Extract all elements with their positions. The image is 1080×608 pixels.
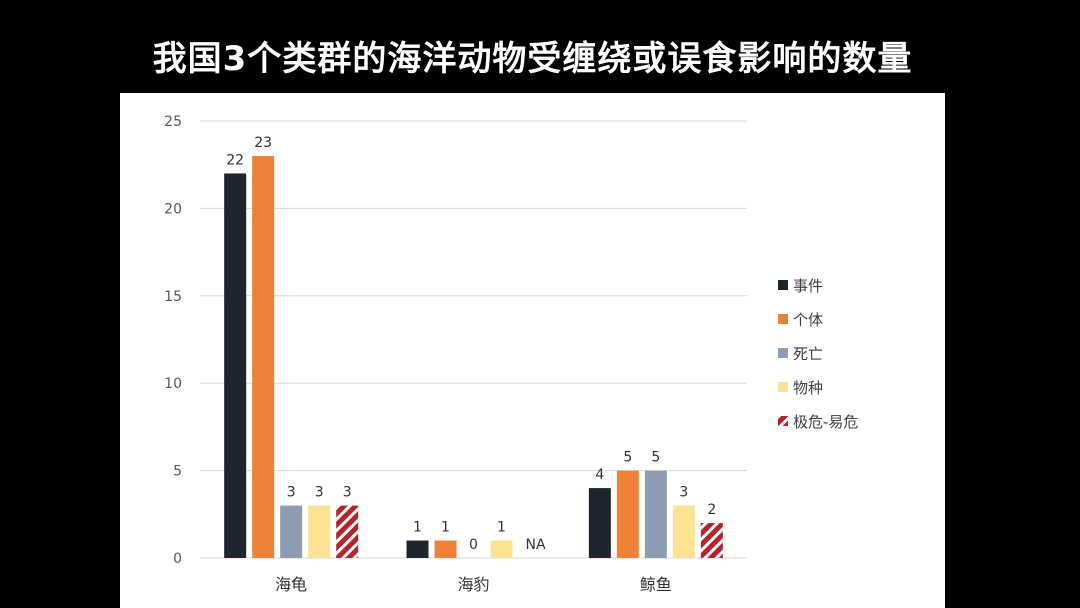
- bar: [644, 470, 667, 558]
- data-label: 4: [595, 467, 604, 483]
- legend-label: 事件: [793, 277, 823, 295]
- bar: [490, 540, 513, 558]
- legend-swatch: [778, 416, 788, 426]
- bar: [672, 505, 695, 558]
- legend-swatch: [778, 382, 788, 392]
- data-labels: 22 23 3 3 3 1 1 0 1 NA 4 5 5 3 2: [226, 135, 716, 553]
- y-axis-ticks: 0 5 10 15 20 25: [164, 114, 182, 567]
- data-label: 5: [623, 450, 632, 466]
- legend-swatch: [778, 314, 788, 324]
- bar: [616, 470, 639, 558]
- data-label: NA: [525, 537, 545, 553]
- bar: [406, 540, 429, 558]
- bar: [308, 505, 331, 558]
- legend-label: 极危-易危: [793, 413, 858, 431]
- legend-label: 死亡: [793, 345, 823, 363]
- data-label: 3: [343, 485, 352, 501]
- y-tick-label: 10: [164, 376, 182, 392]
- y-tick-label: 20: [164, 201, 182, 217]
- y-tick-label: 0: [173, 551, 182, 567]
- legend-label: 物种: [793, 379, 823, 397]
- data-label: 3: [287, 485, 296, 501]
- legend-label: 个体: [793, 311, 823, 329]
- data-label: 1: [441, 520, 450, 536]
- data-label: 3: [679, 485, 688, 501]
- legend-swatch: [778, 348, 788, 358]
- bar: [280, 505, 303, 558]
- x-axis-labels: 海龟 海豹 鲸鱼: [275, 575, 672, 594]
- bar: [252, 155, 275, 558]
- data-label: 22: [226, 152, 244, 168]
- page-title: 我国3个类群的海洋动物受缠绕或误食影响的数量: [152, 39, 913, 79]
- bar: [588, 488, 611, 558]
- x-category-label: 海豹: [457, 575, 489, 594]
- data-label: 1: [413, 520, 422, 536]
- legend-swatch: [778, 280, 788, 290]
- data-label: 1: [497, 520, 506, 536]
- data-label: 5: [651, 450, 660, 466]
- x-category-label: 鲸鱼: [640, 575, 672, 594]
- data-label: 3: [315, 485, 324, 501]
- data-label: 0: [469, 537, 478, 553]
- chart-panel: 0 5 10 15 20 25 22 23 3 3 3 1 1 0 1 NA 4 5 5 3 2 海龟 海豹 鲸鱼 事件个…: [120, 93, 945, 608]
- data-label: 23: [254, 135, 272, 151]
- bar: [336, 505, 359, 558]
- x-category-label: 海龟: [275, 575, 307, 594]
- y-tick-label: 15: [164, 289, 182, 305]
- data-label: 2: [707, 502, 716, 518]
- bars: [224, 155, 723, 558]
- bar: [224, 173, 247, 558]
- bar: [434, 540, 457, 558]
- y-tick-label: 5: [173, 464, 182, 480]
- bar: [700, 523, 723, 558]
- y-tick-label: 25: [164, 114, 182, 130]
